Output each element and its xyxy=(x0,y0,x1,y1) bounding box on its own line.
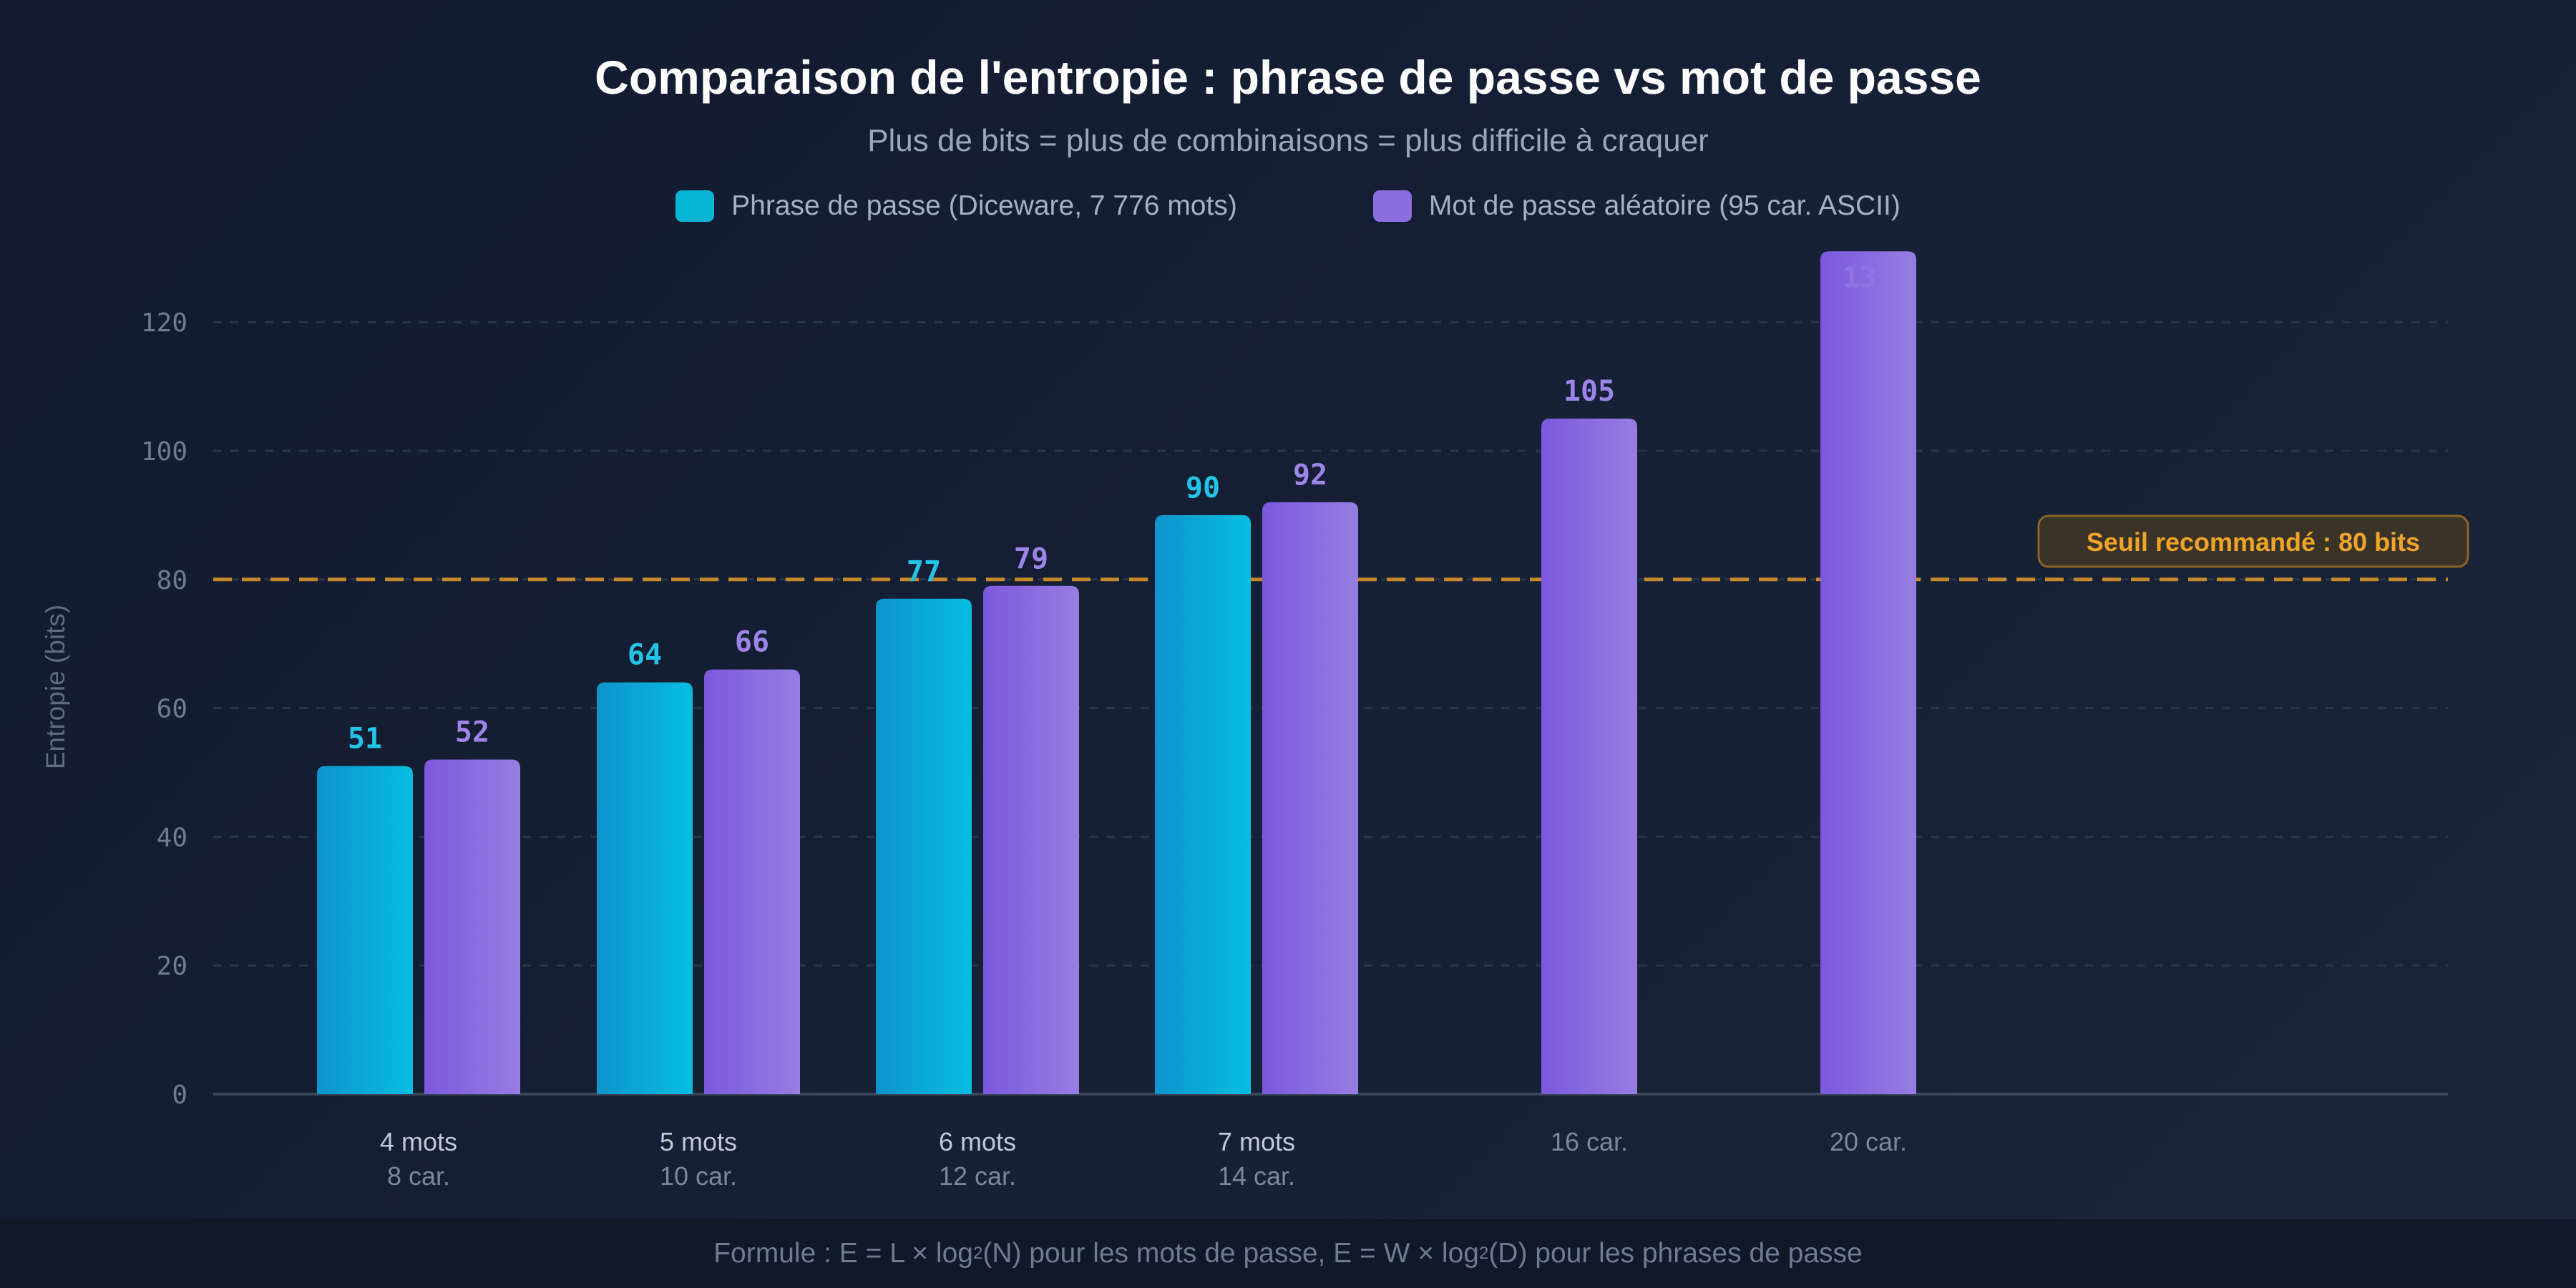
y-tick-label: 100 xyxy=(141,437,187,467)
y-tick-label: 80 xyxy=(157,566,187,595)
data-label: 77 xyxy=(907,555,941,588)
bar xyxy=(1262,502,1358,1094)
x-tick-sublabel: 8 car. xyxy=(387,1161,450,1191)
data-label: 105 xyxy=(1563,375,1615,408)
bar xyxy=(1541,419,1637,1094)
legend-label-password: Mot de passe aléatoire (95 car. ASCII) xyxy=(1428,190,1901,221)
data-label: 90 xyxy=(1186,472,1220,504)
data-label: 64 xyxy=(628,639,662,672)
x-tick-sublabel: 16 car. xyxy=(1551,1127,1628,1156)
x-tick-label: 6 mots xyxy=(939,1127,1016,1156)
y-tick-label: 120 xyxy=(141,308,187,338)
legend-label-passphrase: Phrase de passe (Diceware, 7 776 mots) xyxy=(731,190,1237,221)
chart-title: Comparaison de l'entropie : phrase de pa… xyxy=(595,51,1981,104)
y-tick-label: 20 xyxy=(157,952,187,981)
threshold-label: Seuil recommandé : 80 bits xyxy=(2087,527,2420,557)
y-tick-label: 0 xyxy=(172,1080,187,1110)
x-tick-sublabel: 20 car. xyxy=(1830,1127,1907,1156)
bar xyxy=(1155,514,1251,1094)
legend-swatch-password xyxy=(1372,190,1412,222)
bar xyxy=(1820,251,1916,1094)
data-label: 79 xyxy=(1014,542,1048,575)
footer-text: Formule : E = L × log xyxy=(713,1238,973,1269)
bar xyxy=(983,585,1079,1094)
bar xyxy=(704,669,800,1094)
x-tick-label: 7 mots xyxy=(1218,1127,1295,1156)
bar xyxy=(424,759,520,1094)
x-tick-sublabel: 14 car. xyxy=(1218,1161,1295,1191)
y-tick-label: 40 xyxy=(157,823,187,852)
legend-swatch-passphrase xyxy=(675,190,715,222)
threshold-label-box xyxy=(2037,514,2469,568)
x-tick-sublabel: 10 car. xyxy=(660,1161,737,1191)
chart-subtitle: Plus de bits = plus de combinaisons = pl… xyxy=(867,123,1709,158)
bar xyxy=(317,766,413,1094)
footer-text: (D) pour les phrases de passe xyxy=(1488,1238,1863,1269)
footer-sub: 2 xyxy=(972,1244,983,1263)
data-label: 92 xyxy=(1293,459,1327,492)
data-label: 131 xyxy=(1843,261,1894,294)
bar xyxy=(876,598,972,1094)
bar xyxy=(597,682,693,1094)
footer-text: (N) pour les mots de passe, E = W × log xyxy=(982,1238,1479,1269)
data-label: 52 xyxy=(455,716,489,749)
legend-item-password: Mot de passe aléatoire (95 car. ASCII) xyxy=(1372,190,1901,222)
legend-item-passphrase: Phrase de passe (Diceware, 7 776 mots) xyxy=(675,190,1237,222)
data-label: 51 xyxy=(348,723,382,756)
y-tick-label: 60 xyxy=(157,695,187,724)
legend: Phrase de passe (Diceware, 7 776 mots) M… xyxy=(0,190,2576,222)
x-tick-label: 4 mots xyxy=(380,1127,457,1156)
formula-footer: Formule : E = L × log 2 (N) pour les mots … xyxy=(0,1219,2576,1288)
y-axis-label: Entropie (bits) xyxy=(41,605,70,769)
x-tick-label: 5 mots xyxy=(660,1127,737,1156)
footer-sub: 2 xyxy=(1478,1244,1489,1263)
data-label: 66 xyxy=(735,626,769,659)
x-tick-sublabel: 12 car. xyxy=(939,1161,1016,1191)
